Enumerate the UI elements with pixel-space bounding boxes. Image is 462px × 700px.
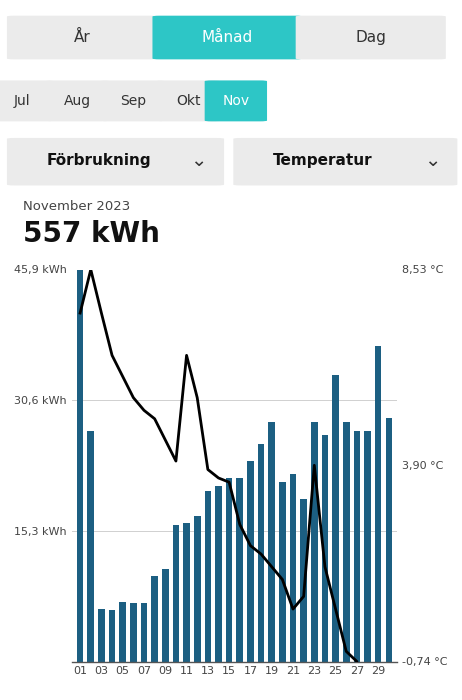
Bar [226,478,232,662]
Text: ⌄: ⌄ [424,151,440,170]
FancyBboxPatch shape [7,15,157,60]
FancyBboxPatch shape [46,80,109,121]
Bar [364,431,371,662]
Text: Temperatur: Temperatur [273,153,372,168]
Bar [332,375,339,662]
Text: Sep: Sep [120,94,146,108]
Bar [77,270,84,662]
Bar [322,435,328,662]
Bar [183,523,190,662]
FancyBboxPatch shape [205,80,267,121]
FancyBboxPatch shape [7,138,224,186]
Bar [194,517,201,662]
Text: År: År [73,30,91,45]
Bar [152,576,158,662]
Bar [300,499,307,662]
FancyBboxPatch shape [233,138,457,186]
Bar [343,422,350,662]
Bar [279,482,286,662]
Bar [353,431,360,662]
FancyBboxPatch shape [0,80,53,121]
Text: Dag: Dag [355,30,386,45]
Text: Nov: Nov [222,94,249,108]
Bar [119,602,126,662]
Bar [205,491,211,662]
Bar [311,422,317,662]
FancyBboxPatch shape [152,15,303,60]
FancyBboxPatch shape [157,80,219,121]
FancyBboxPatch shape [296,15,446,60]
Bar [247,461,254,662]
FancyBboxPatch shape [102,80,164,121]
Bar [173,525,179,662]
Text: Månad: Månad [202,30,253,45]
Text: Förbrukning: Förbrukning [46,153,151,168]
Bar [141,603,147,662]
Bar [109,610,116,662]
Text: 557 kWh: 557 kWh [23,220,160,248]
Text: November 2023: November 2023 [23,200,130,214]
Text: Jul: Jul [14,94,30,108]
Bar [98,608,105,661]
Bar [237,478,243,662]
Bar [130,603,137,662]
Bar [258,444,264,662]
Bar [385,418,392,662]
Text: Okt: Okt [176,94,201,108]
Bar [290,474,296,662]
Bar [162,569,169,661]
Text: Aug: Aug [64,94,91,108]
Bar [375,346,382,662]
Bar [215,486,222,662]
Bar [268,422,275,662]
Text: ⌄: ⌄ [190,151,207,170]
Bar [87,431,94,662]
